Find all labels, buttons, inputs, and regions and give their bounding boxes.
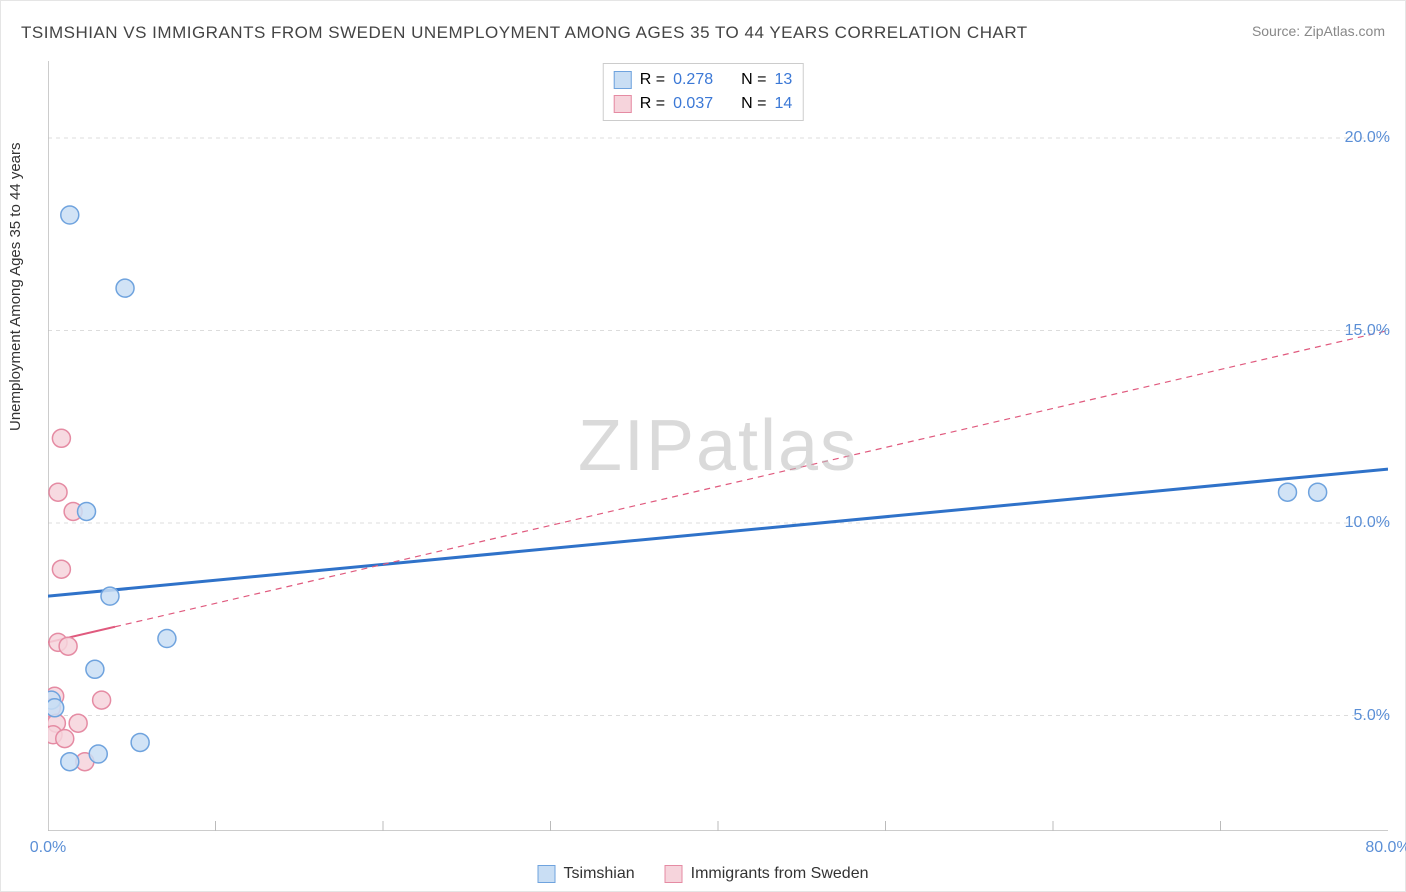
legend-swatch-1 xyxy=(614,95,632,113)
n-label: N = xyxy=(741,92,766,116)
plot-area: ZIPatlas 5.0%10.0%15.0%20.0% 0.0%80.0% xyxy=(48,61,1388,831)
chart-container: TSIMSHIAN VS IMMIGRANTS FROM SWEDEN UNEM… xyxy=(0,0,1406,892)
legend-series: Tsimshian Immigrants from Sweden xyxy=(538,865,869,883)
y-tick-label: 15.0% xyxy=(1345,322,1390,340)
legend-stats-row-0: R = 0.278 N = 13 xyxy=(614,68,793,92)
legend-swatch-0 xyxy=(614,71,632,89)
source-label: Source: ZipAtlas.com xyxy=(1252,23,1385,39)
chart-title: TSIMSHIAN VS IMMIGRANTS FROM SWEDEN UNEM… xyxy=(21,23,1028,43)
legend-item-0: Tsimshian xyxy=(538,865,635,883)
legend-item-1: Immigrants from Sweden xyxy=(665,865,869,883)
n-label: N = xyxy=(741,68,766,92)
legend-item-label: Tsimshian xyxy=(564,865,635,883)
y-axis-label: Unemployment Among Ages 35 to 44 years xyxy=(7,142,24,431)
r-value-1: 0.037 xyxy=(673,92,713,116)
y-tick-label: 5.0% xyxy=(1354,707,1390,725)
legend-item-label: Immigrants from Sweden xyxy=(691,865,869,883)
y-tick-label: 20.0% xyxy=(1345,129,1390,147)
x-tick-label: 80.0% xyxy=(1365,839,1406,857)
x-tick-label: 0.0% xyxy=(30,839,66,857)
r-value-0: 0.278 xyxy=(673,68,713,92)
plot-svg xyxy=(48,61,1388,831)
r-label: R = xyxy=(640,68,665,92)
n-value-0: 13 xyxy=(774,68,792,92)
legend-swatch-icon xyxy=(665,865,683,883)
legend-swatch-icon xyxy=(538,865,556,883)
legend-stats: R = 0.278 N = 13 R = 0.037 N = 14 xyxy=(603,63,804,121)
y-tick-label: 10.0% xyxy=(1345,514,1390,532)
legend-stats-row-1: R = 0.037 N = 14 xyxy=(614,92,793,116)
n-value-1: 14 xyxy=(774,92,792,116)
r-label: R = xyxy=(640,92,665,116)
